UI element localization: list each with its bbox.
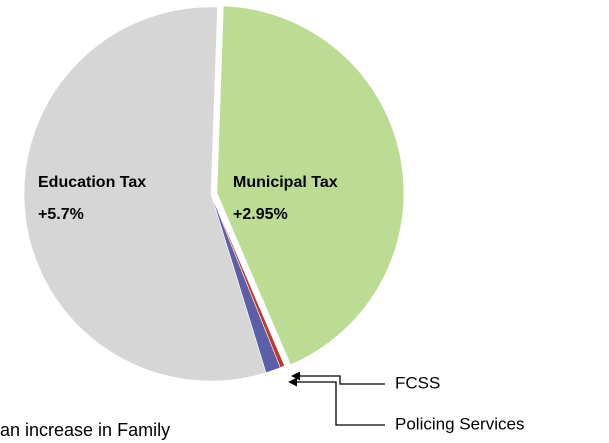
leader-line (291, 371, 385, 385)
slice-label: Education Tax (38, 174, 146, 191)
callout-label: FCSS (395, 373, 440, 392)
pie-slice (216, 5, 405, 366)
leader-line (288, 377, 385, 426)
caption: an increase in Family (0, 420, 170, 440)
pie-slice (23, 6, 267, 382)
slice-change: +2.95% (233, 206, 288, 223)
slice-label: Municipal Tax (233, 174, 338, 191)
callout-label: Policing Services (395, 414, 524, 433)
slice-change: +5.7% (38, 206, 84, 223)
pie (23, 5, 405, 382)
